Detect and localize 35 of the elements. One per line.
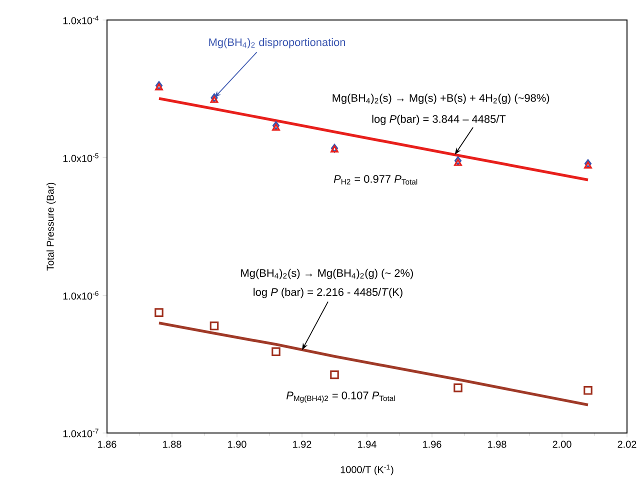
x-tick-label: 1.92 bbox=[293, 440, 312, 448]
x-tick-label: 2.02 bbox=[618, 440, 636, 448]
annotation: Mg(BH$_{4}$)$_{2}$ disproportionation bbox=[209, 38, 346, 48]
y-axis-title: Total Pressure (Bar) bbox=[46, 182, 56, 271]
point bbox=[584, 386, 592, 395]
point bbox=[154, 308, 164, 317]
y-tick-label: 1.0x10$^{-5}$ bbox=[63, 153, 98, 162]
point bbox=[454, 158, 462, 166]
annotation: log P (bar) = 2.216 - 4485/T(K) bbox=[254, 288, 402, 298]
point bbox=[210, 96, 218, 103]
x-tick-label: 1.94 bbox=[358, 440, 376, 448]
y-tick-label: 1.0x10$^{-4}$ bbox=[63, 16, 99, 24]
point bbox=[454, 383, 462, 392]
x-tick-label: 1.96 bbox=[423, 440, 442, 448]
point bbox=[272, 124, 280, 131]
point bbox=[330, 370, 339, 380]
annotation: P$_{Mg(BH4)2}$ = 0.107 P$_{Total}$ bbox=[286, 392, 395, 403]
y-tick-label: 1.0x10$^{-6}$ bbox=[63, 291, 98, 300]
text: Mg(BH$_{4}$)$_{2}$(s) → Mg(BH$_{4}$)$_{2}$(g) (~ 2%) bbox=[241, 268, 413, 280]
x-tick-label: 1.98 bbox=[488, 440, 506, 448]
x-axis-title: 1000/T (K$^{-1}$) bbox=[340, 464, 394, 476]
point bbox=[210, 321, 219, 330]
x-tick-label: 1.88 bbox=[163, 440, 182, 448]
x-tick-label: 1.90 bbox=[228, 440, 246, 448]
annotation: P$_{H2}$ = 0.977 P$_{Total}$ bbox=[334, 175, 418, 185]
point bbox=[454, 156, 462, 166]
x-tick-label: 1.86 bbox=[98, 440, 116, 448]
annotation: Mg(BH$_{4}$)$_{2}$(s) → Mg(s) +B(s) + 4H$_{2}$(g) (~98%) bbox=[332, 94, 550, 104]
point bbox=[272, 347, 280, 356]
point bbox=[584, 162, 592, 169]
x-tick-label: 2.00 bbox=[552, 440, 572, 448]
annotation: log P(bar) = 3.844 – 4485/T bbox=[372, 114, 506, 126]
point bbox=[272, 121, 280, 130]
y-tick-label: 1.0x10$^{-7}$ bbox=[63, 428, 98, 438]
line-series bbox=[158, 322, 590, 406]
